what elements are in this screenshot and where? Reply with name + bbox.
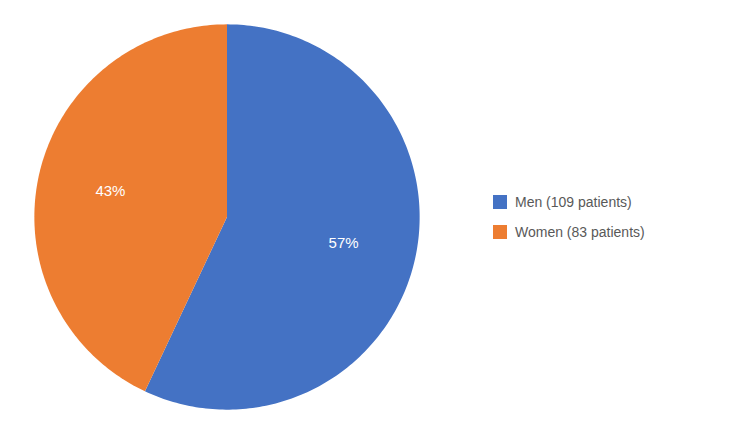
html-text:Men (109 patients): Men (109 patients) — [515, 193, 632, 210]
html-text:Women (83 patients): Women (83 patients) — [515, 223, 645, 240]
svg-text:57%: 57% — [329, 234, 359, 251]
svg-text:43%: 43% — [95, 182, 125, 199]
